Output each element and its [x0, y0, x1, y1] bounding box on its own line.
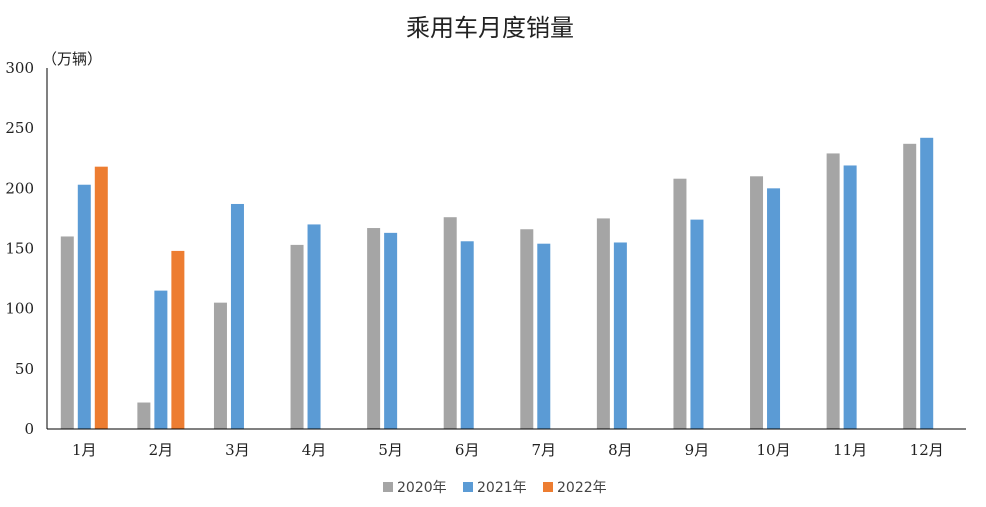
x-tick-label: 12月	[910, 441, 944, 459]
bar-2020年-9月	[673, 178, 687, 429]
legend-swatch	[463, 482, 473, 492]
y-tick-label: 100	[5, 300, 34, 318]
y-axis-ticks: 0 50 100 150 200 250 300	[5, 59, 34, 438]
bar-2020年-3月	[213, 302, 227, 429]
bar-2021年-1月	[77, 184, 91, 429]
bar-2020年-7月	[520, 229, 534, 429]
bar-2021年-10月	[767, 188, 781, 429]
bar-2021年-8月	[613, 242, 627, 429]
x-tick-label: 9月	[685, 441, 710, 459]
x-tick-label: 2月	[149, 441, 174, 459]
bar-2021年-7月	[537, 243, 551, 429]
bar-2020年-2月	[137, 402, 151, 429]
bar-2020年-4月	[290, 244, 304, 429]
y-tick-label: 200	[5, 179, 34, 197]
x-tick-label: 11月	[833, 441, 867, 459]
y-tick-label: 0	[24, 420, 34, 438]
chart-title: 乘用车月度销量	[406, 14, 574, 42]
x-tick-label: 7月	[532, 441, 557, 459]
x-tick-label: 6月	[455, 441, 480, 459]
legend-swatch	[383, 482, 393, 492]
bar-2021年-12月	[920, 137, 934, 429]
x-tick-label: 3月	[225, 441, 250, 459]
legend-label: 2020年	[397, 480, 447, 496]
y-tick-label: 50	[15, 360, 34, 378]
bar-2021年-5月	[384, 232, 398, 429]
legend-label: 2022年	[557, 480, 607, 496]
y-tick-label: 300	[5, 59, 34, 77]
bar-2020年-12月	[903, 143, 917, 429]
y-axis-unit-label: （万辆）	[42, 50, 102, 68]
y-tick-label: 250	[5, 119, 34, 137]
bar-2021年-11月	[843, 165, 857, 429]
x-tick-label: 4月	[302, 441, 327, 459]
bar-2021年-6月	[460, 241, 474, 429]
bars	[60, 137, 934, 430]
bar-2020年-11月	[826, 153, 840, 430]
bar-2020年-1月	[60, 236, 74, 429]
legend-label: 2021年	[477, 480, 527, 496]
x-tick-label: 5月	[378, 441, 403, 459]
bar-2020年-5月	[367, 228, 381, 429]
bar-2022年-1月	[94, 166, 108, 429]
bar-2020年-6月	[443, 217, 457, 429]
bar-2021年-2月	[154, 290, 168, 429]
x-axis-ticks: 1月 2月 3月 4月 5月 6月 7月 8月 9月 10月 11月 12月	[72, 441, 944, 459]
legend: 2020年 2021年 2022年	[383, 480, 607, 496]
x-tick-label: 1月	[72, 441, 97, 459]
bar-2021年-4月	[307, 224, 321, 429]
x-tick-label: 10月	[756, 441, 790, 459]
bar-2021年-9月	[690, 219, 704, 429]
legend-swatch	[543, 482, 553, 492]
bar-2020年-8月	[596, 218, 610, 429]
x-tick-label: 8月	[608, 441, 633, 459]
bar-2021年-3月	[230, 203, 244, 429]
bar-2022年-2月	[171, 250, 185, 429]
y-tick-label: 150	[5, 240, 34, 258]
bar-2020年-10月	[750, 176, 764, 429]
